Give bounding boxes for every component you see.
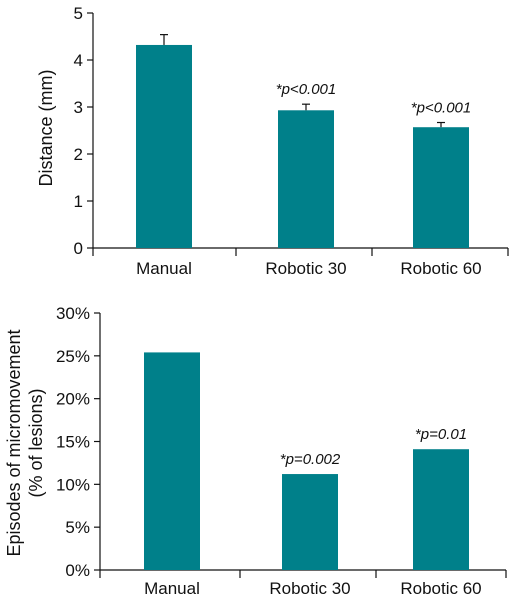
significance-annotation: *p=0.01 (415, 426, 467, 443)
y-tick-label: 20% (56, 390, 90, 409)
x-category-label: Manual (144, 579, 200, 598)
significance-annotation: *p=0.002 (280, 451, 341, 468)
bar-robotic-60 (413, 127, 469, 248)
bars (136, 34, 469, 249)
y-tick-label: 3 (74, 98, 83, 117)
distance-bar-chart: 0 1 2 3 4 5 Manual Robotic 30 *p<0.001 Robotic 60… (36, 4, 509, 278)
x-category-label: Robotic 30 (269, 579, 350, 598)
labels: 0% 5% 10% 15% 20% 25% 30% Manual Robotic 30 *p=0.… (56, 304, 482, 598)
bar-manual (136, 44, 192, 249)
y-tick-label: 30% (56, 304, 90, 323)
y-tick-label: 15% (56, 433, 90, 452)
y-tick-label: 10% (56, 475, 90, 494)
y-tick-label: 5% (65, 518, 90, 537)
y-axis-title: Distance (mm) (36, 69, 56, 186)
x-category-label: Robotic 60 (400, 259, 481, 278)
bar-manual (144, 352, 200, 570)
bar-robotic-30 (278, 110, 334, 248)
y-axis-title-line-1: Episodes of micromovement (4, 329, 24, 556)
bar-robotic-60 (413, 449, 469, 570)
y-axis-title-line-2: (% of lesions) (26, 388, 46, 497)
y-tick-label: 25% (56, 347, 90, 366)
y-tick-label: 0 (74, 239, 83, 258)
labels: 0 1 2 3 4 5 Manual Robotic 30 *p<0.001 Robotic 60… (74, 4, 482, 278)
y-tick-label: 0% (65, 561, 90, 580)
bar-robotic-30 (282, 474, 338, 570)
x-category-label: Manual (136, 259, 192, 278)
y-tick-label: 5 (74, 4, 83, 23)
y-tick-label: 1 (74, 192, 83, 211)
significance-annotation: *p<0.001 (411, 100, 471, 117)
significance-annotation: *p<0.001 (276, 81, 336, 98)
bars (144, 352, 469, 570)
y-tick-label: 4 (74, 51, 83, 70)
y-tick-label: 2 (74, 145, 83, 164)
x-category-label: Robotic 60 (400, 579, 481, 598)
x-category-label: Robotic 30 (265, 259, 346, 278)
